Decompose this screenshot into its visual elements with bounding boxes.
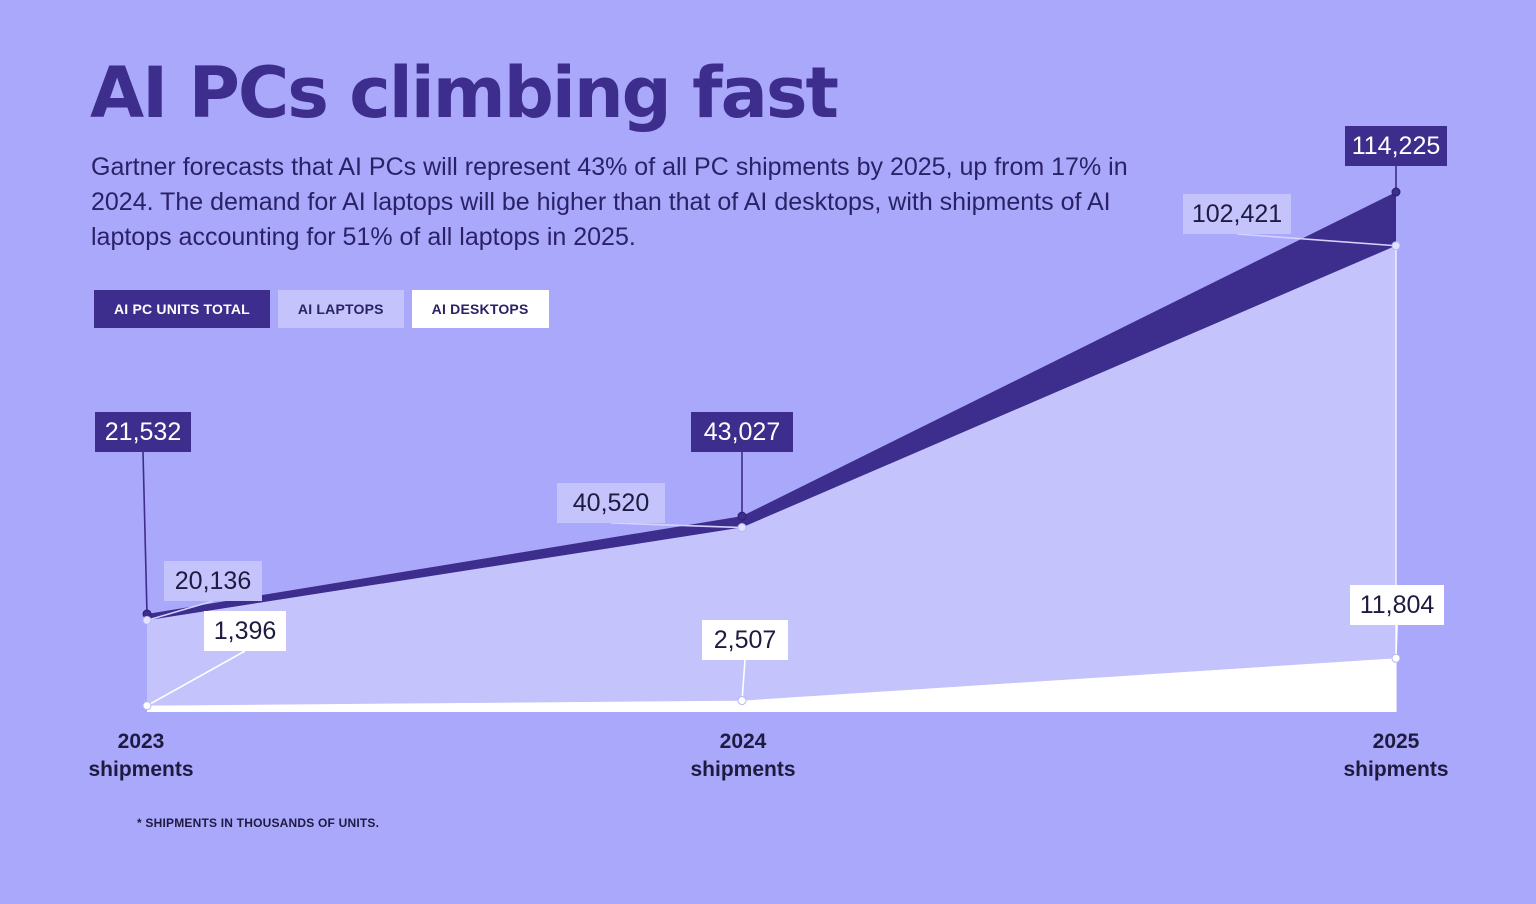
legend-desktops: AI DESKTOPS	[411, 290, 549, 328]
label-box-laptops-2025	[1183, 194, 1291, 234]
chart-legend: AI PC UNITS TOTAL AI LAPTOPS AI DESKTOPS	[94, 290, 549, 328]
area-laptops	[147, 245, 1396, 706]
data-label-desktops-2025: 11,804	[1360, 591, 1435, 619]
leader-laptops-2023	[146, 600, 214, 622]
data-label-desktops-2024: 2,507	[714, 626, 777, 654]
data-label-laptops-2025: 102,421	[1192, 200, 1282, 228]
label-box-laptops-2024	[557, 483, 665, 523]
x-label-sub: shipments	[1343, 758, 1449, 781]
label-box-total-2024	[691, 412, 793, 452]
leader-desktops-2023	[146, 650, 246, 707]
leader-desktops-2025	[1395, 624, 1398, 659]
label-box-total-2023	[95, 412, 191, 452]
point-laptops-2023	[142, 615, 152, 625]
x-label-year: 2024	[719, 730, 767, 753]
point-laptops-2025	[1391, 241, 1401, 251]
leader-total-2023	[142, 451, 148, 614]
label-box-laptops-2023	[164, 561, 262, 601]
label-box-desktops-2025	[1350, 585, 1444, 625]
legend-total: AI PC UNITS TOTAL	[94, 290, 270, 328]
label-box-desktops-2024	[702, 620, 788, 660]
legend-laptops: AI LAPTOPS	[277, 290, 404, 328]
point-total-2024	[737, 511, 747, 521]
label-box-desktops-2023	[204, 611, 286, 651]
x-label-sub: shipments	[690, 758, 796, 781]
point-desktops-2025	[1391, 653, 1401, 663]
data-label-total-2023: 21,532	[105, 418, 181, 446]
leader-desktops-2024	[741, 659, 746, 701]
x-label-sub: shipments	[88, 758, 194, 781]
page-subtitle: Gartner forecasts that AI PCs will repre…	[91, 153, 1128, 251]
x-label-2023: 2023 shipments	[51, 728, 231, 784]
data-label-total-2024: 43,027	[704, 418, 780, 446]
x-label-year: 2023	[117, 730, 165, 753]
area-desktops	[147, 658, 1396, 712]
data-label-total-2025: 114,225	[1352, 132, 1441, 160]
point-desktops-2024	[737, 696, 747, 706]
x-label-year: 2025	[1372, 730, 1420, 753]
point-desktops-2023	[142, 701, 152, 711]
footnote: * SHIPMENTS IN THOUSANDS OF UNITS.	[137, 816, 380, 830]
leader-laptops-2025	[1236, 233, 1397, 247]
x-label-2025: 2025 shipments	[1306, 728, 1486, 784]
point-total-2025	[1391, 187, 1401, 197]
label-box-total-2025	[1345, 126, 1447, 166]
leader-laptops-2024	[610, 522, 743, 529]
data-label-laptops-2023: 20,136	[175, 567, 251, 595]
data-label-laptops-2024: 40,520	[573, 489, 649, 517]
point-laptops-2024	[737, 523, 747, 533]
x-label-2024: 2024 shipments	[653, 728, 833, 784]
page-title: AI PCs climbing fast	[90, 52, 839, 134]
data-label-desktops-2023: 1,396	[214, 617, 277, 645]
